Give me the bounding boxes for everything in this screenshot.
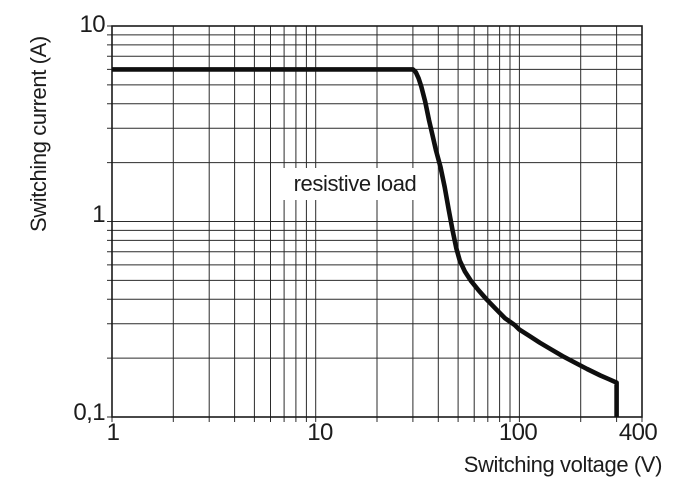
y-tick-label-10: 10 [79, 11, 106, 38]
x-axis-title: Switching voltage (V) [463, 452, 663, 477]
x-tick-label-400: 400 [618, 419, 658, 446]
y-tick-label-0-1: 0,1 [73, 399, 105, 426]
y-axis-title: Switching current (A) [26, 36, 51, 232]
x-tick-label-10: 10 [307, 419, 333, 446]
x-tick-label-100: 100 [498, 419, 538, 446]
curve-annotation-resistive-load: resistive load [280, 168, 430, 200]
y-tick-label-1: 1 [92, 201, 105, 228]
x-tick-label-1: 1 [106, 419, 120, 446]
